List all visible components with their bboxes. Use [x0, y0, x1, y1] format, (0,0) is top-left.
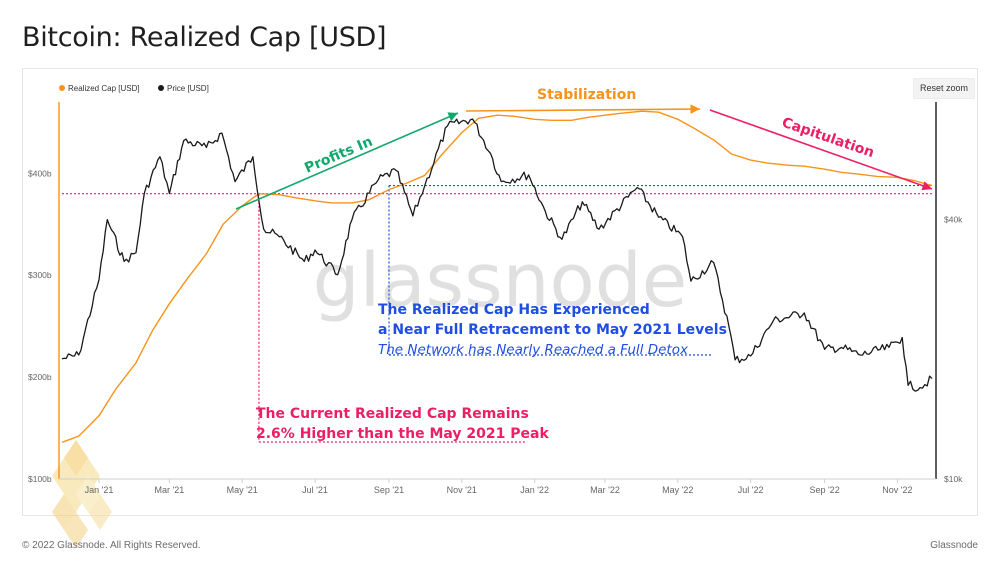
page-title: Bitcoin: Realized Cap [USD]: [22, 22, 387, 53]
capitulation-arrow: [709, 109, 933, 191]
glassnode-watermark: glassnode: [313, 238, 688, 324]
x-tick-label: Jul '21: [302, 485, 328, 495]
legend-realized-cap-label[interactable]: Realized Cap [USD]: [68, 84, 140, 93]
annotation-detox: The Network has Nearly Reached a Full De…: [378, 342, 688, 358]
x-tick-label: Nov '22: [882, 485, 912, 495]
stabilization-arrow: [465, 104, 701, 114]
copyright-text: © 2022 Glassnode. All Rights Reserved.: [22, 540, 201, 551]
y-right-tick-label: $10k: [944, 474, 963, 484]
x-tick-label: Sep '21: [374, 485, 404, 495]
x-tick-label: May '22: [662, 485, 693, 495]
annotation-current-cap: The Current Realized Cap Remains 2.6% Hi…: [256, 404, 549, 444]
reset-zoom-button[interactable]: Reset zoom: [913, 78, 975, 99]
y-left-tick-label: $400b: [28, 168, 52, 178]
annotation-retracement-line-2: a Near Full Retracement to May 2021 Leve…: [378, 322, 727, 338]
annotation-retracement-line-1: The Realized Cap Has Experienced: [378, 302, 650, 318]
glassnode-logo-icon: [52, 440, 112, 548]
y-left-tick-label: $100b: [28, 474, 52, 484]
reference-lines: [62, 184, 932, 443]
legend-realized-cap-dot: [59, 85, 65, 91]
x-tick-label: Jan '22: [520, 485, 549, 495]
x-tick-label: Jan '21: [85, 485, 114, 495]
axis-ticks: Jan '21 Mar '21 May '21 Jul '21 Sep '21 Nov '…: [28, 168, 963, 495]
annotation-arrows: [235, 104, 933, 210]
annotation-retracement: The Realized Cap Has Experienced a Near …: [378, 300, 727, 360]
x-tick-label: Nov '21: [447, 485, 477, 495]
x-tick-label: May '21: [227, 485, 258, 495]
x-tick-label: Sep '22: [809, 485, 839, 495]
x-tick-label: Mar '22: [590, 485, 620, 495]
x-tick-label: Mar '21: [155, 485, 185, 495]
legend-price-dot: [158, 85, 164, 91]
x-tick-label: Jul '22: [738, 485, 764, 495]
series-line-realized-cap: [61, 110, 933, 443]
y-right-tick-label: $40k: [944, 215, 963, 225]
annotation-profits-in: Profits In: [302, 134, 375, 177]
chart-frame: [22, 68, 978, 516]
profits-arrow: [235, 112, 459, 210]
legend-price-label[interactable]: Price [USD]: [167, 84, 209, 93]
chart-legend: Realized Cap [USD] Price [USD]: [59, 84, 209, 93]
annotation-capitulation: Capitulation: [780, 115, 876, 162]
annotation-current-cap-line-1: The Current Realized Cap Remains: [256, 406, 529, 422]
annotation-stabilization: Stabilization: [537, 87, 636, 103]
series-line-price: [61, 118, 933, 392]
y-left-tick-label: $200b: [28, 372, 52, 382]
brand-footer: Glassnode: [930, 540, 978, 551]
y-left-tick-label: $300b: [28, 270, 52, 280]
annotation-current-cap-line-2: 2.6% Higher than the May 2021 Peak: [256, 426, 549, 442]
